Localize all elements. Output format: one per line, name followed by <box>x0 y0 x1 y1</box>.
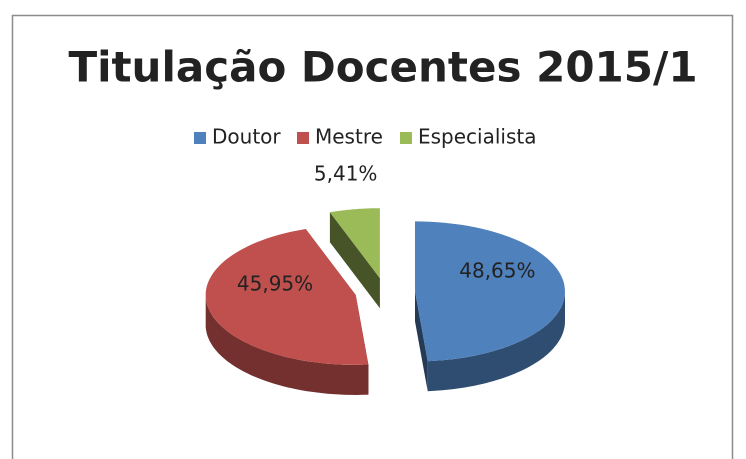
data-label: 5,41% <box>314 162 378 186</box>
data-label: 48,65% <box>459 258 535 282</box>
slice-side <box>205 295 369 395</box>
legend-label: Mestre <box>315 125 383 149</box>
slice <box>415 221 565 362</box>
chart-title: Titulação Docentes 2015/1 <box>68 43 697 92</box>
legend-swatch <box>297 132 309 144</box>
slice <box>329 208 380 279</box>
legend-label: Doutor <box>212 125 281 149</box>
legend-swatch <box>400 132 412 144</box>
slice <box>205 229 369 365</box>
slice-cut-face <box>415 291 428 392</box>
slice-cut-face <box>329 212 380 309</box>
pie <box>205 208 565 395</box>
data-label: 45,95% <box>237 272 313 296</box>
chart-frame <box>11 14 734 459</box>
legend-swatch <box>194 132 206 144</box>
legend-label: Especialista <box>418 125 537 149</box>
slice-side <box>427 291 565 392</box>
